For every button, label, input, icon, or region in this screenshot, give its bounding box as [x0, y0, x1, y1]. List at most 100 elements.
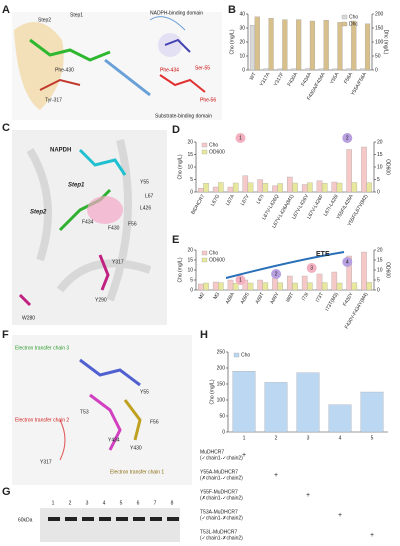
x-tick-label: 1 — [243, 435, 246, 441]
structure-image-f — [12, 335, 192, 485]
lane-label: 2 — [69, 500, 72, 506]
callout-label: 2 — [275, 271, 278, 277]
annotation: Y317 — [40, 459, 52, 465]
annotation: F56 — [128, 221, 137, 227]
bar — [336, 282, 343, 291]
legend-label: OD600 — [209, 257, 225, 263]
y-tick-label: 0 — [190, 189, 193, 195]
annotation: L426 — [140, 205, 151, 211]
annotation: Substrate-binding domain — [155, 113, 212, 119]
annotation: W280 — [22, 315, 35, 321]
lane-label: 7 — [154, 500, 157, 506]
ete-arrow — [225, 251, 345, 279]
bar — [232, 371, 256, 433]
x-tick-label: A69T — [254, 292, 265, 305]
bar — [307, 282, 313, 291]
annotation: Step1 — [68, 183, 85, 189]
annotation: Electron transfer chain 2 — [15, 417, 69, 423]
bar — [203, 183, 209, 193]
legend-label: Cho — [209, 250, 218, 256]
bar — [316, 273, 323, 291]
row-label: T53L-MuDHCR7 — [200, 529, 237, 535]
y-axis-label: Cho (mg/L) — [209, 379, 215, 404]
bar — [249, 25, 256, 71]
bar — [361, 251, 367, 291]
annotation: NAPDH — [50, 148, 71, 154]
callout-label: 3 — [310, 265, 313, 271]
x-tick-label: Y317F — [273, 72, 286, 88]
bar — [282, 19, 288, 71]
bar — [360, 68, 366, 71]
x-tick-label: Y317A — [259, 71, 272, 88]
gel-band — [116, 517, 128, 521]
y2-tick-label: 100 — [375, 39, 384, 45]
y-tick-label: 50 — [219, 413, 225, 419]
y-tick-label: 10 — [187, 267, 193, 273]
x-tick-label: I73T — [315, 292, 325, 304]
bar — [301, 184, 308, 193]
annotation: Electron transfer chain 3 — [15, 345, 69, 351]
y-tick-label: 20 — [187, 247, 193, 253]
legend-swatch — [201, 257, 208, 263]
x-tick-label: L67V — [240, 193, 251, 207]
y-tick-label: 250 — [217, 349, 226, 355]
callout-label: 1 — [239, 135, 242, 141]
lane-label: 4 — [103, 500, 106, 506]
marker-label: 60kDa — [18, 517, 33, 523]
x-tick-label: WT — [249, 72, 258, 82]
bar — [292, 182, 298, 193]
panel-label: C — [2, 122, 10, 134]
bar — [364, 23, 371, 71]
row-label: Y55F-MuDHCR7 — [200, 489, 238, 495]
y-tick-label: 20 — [187, 139, 193, 145]
y-axis-label: Cho (mg/L) — [229, 29, 235, 54]
panel-label: A — [2, 4, 10, 16]
bar — [351, 20, 357, 71]
bar — [321, 282, 328, 291]
y-tick-label: 100 — [217, 397, 226, 403]
panel-label: F — [2, 329, 9, 341]
callout-label: 1 — [239, 277, 242, 283]
bar — [203, 282, 209, 291]
x-tick-label: M3 — [212, 291, 221, 300]
row-chain: (✓chain1-✗chain2) — [200, 515, 243, 521]
y-tick-label: 150 — [217, 381, 226, 387]
y2-tick-label: 10 — [377, 267, 383, 273]
x-tick-label: L67I — [256, 194, 266, 205]
annotation: Step1 — [70, 12, 83, 18]
legend-swatch — [341, 14, 348, 20]
bar — [321, 183, 328, 193]
gel-band — [48, 517, 60, 521]
y2-axis-label: OD600 — [385, 159, 391, 175]
gel-band — [99, 517, 111, 521]
bar — [257, 279, 263, 291]
x-tick-label: A69V — [269, 291, 281, 305]
legend-swatch — [201, 142, 208, 148]
bar — [296, 372, 320, 433]
bar — [346, 68, 352, 71]
x-tick-label: 4 — [339, 435, 342, 441]
bar — [198, 188, 204, 193]
row-label: T53A-MuDHCR7 — [200, 509, 238, 515]
bar — [307, 182, 313, 193]
bar — [361, 146, 367, 193]
y-tick-label: 200 — [217, 365, 226, 371]
x-tick-label: L67A — [225, 193, 236, 207]
x-tick-label: 2 — [275, 435, 278, 441]
bar — [247, 282, 254, 291]
bar — [287, 176, 293, 193]
y2-tick-label: 150 — [375, 25, 384, 31]
y2-tick-label: 0 — [377, 189, 380, 195]
bar — [227, 279, 234, 291]
gel-band — [167, 517, 179, 521]
y-axis-label: Cho (mg/L) — [177, 257, 183, 282]
lane-label: 6 — [137, 500, 140, 506]
annotation: Phe-56 — [200, 97, 216, 103]
bar — [336, 182, 343, 193]
row-chain: (✗chain1-✓chain2) — [200, 475, 243, 481]
bar — [351, 182, 358, 193]
callout-circle — [342, 133, 353, 143]
bar — [318, 68, 324, 71]
annotation: F430 — [108, 225, 120, 231]
